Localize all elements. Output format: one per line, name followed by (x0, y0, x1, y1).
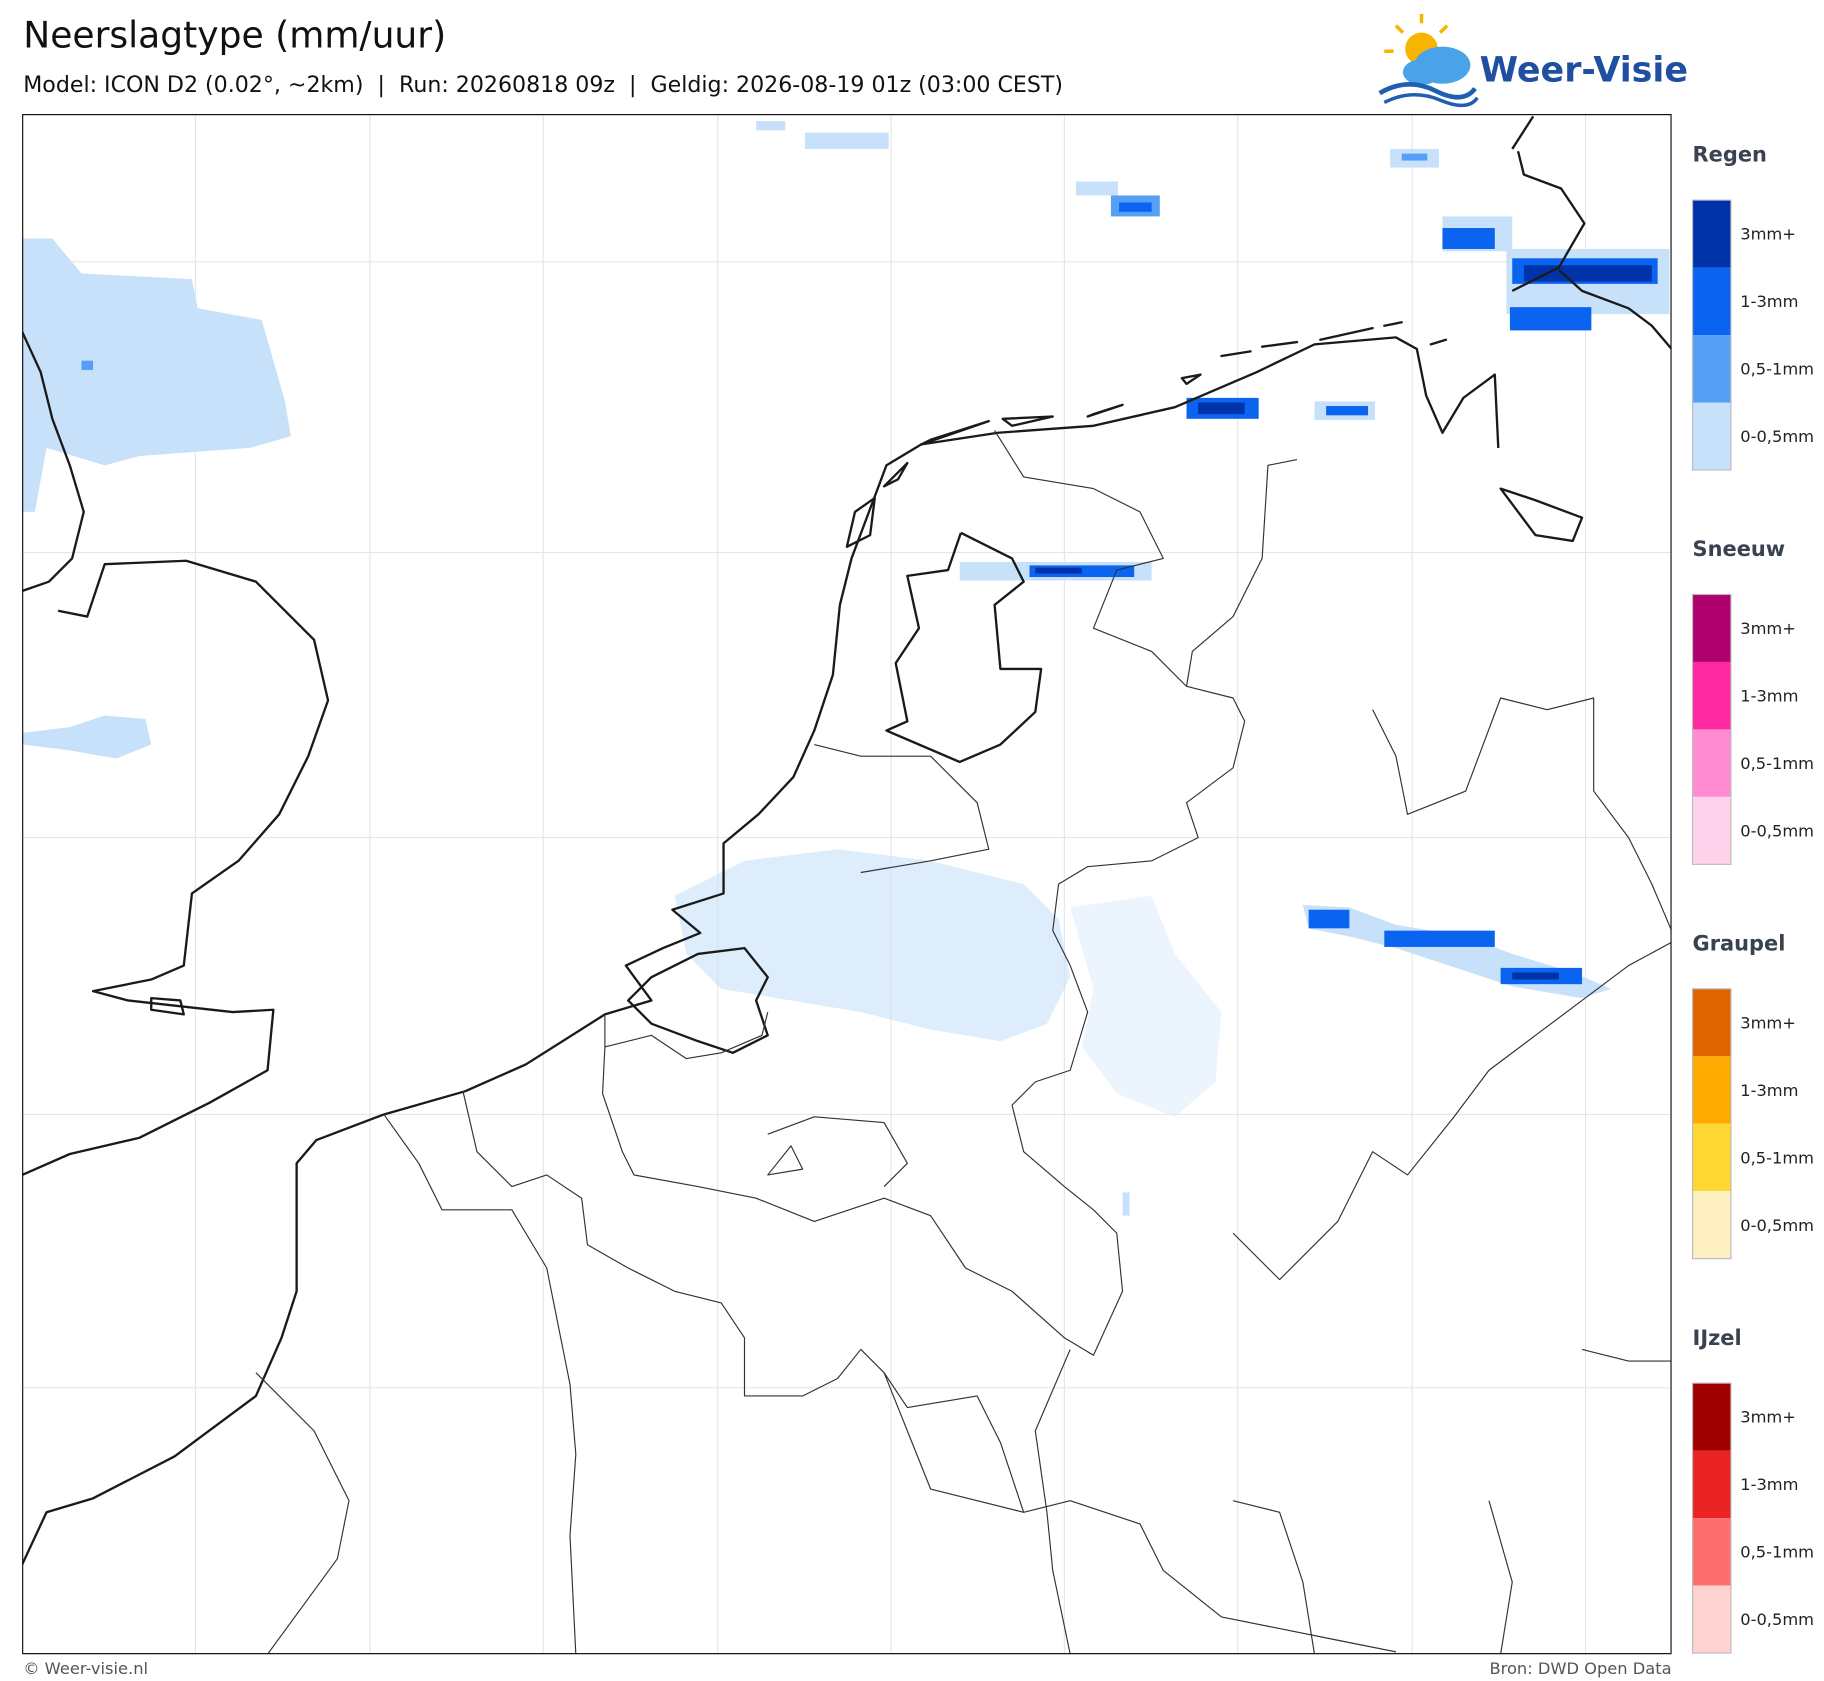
legend-label: 0,5-1mm (1740, 1543, 1814, 1562)
legend-label: 0-0,5mm (1740, 821, 1814, 840)
legend-swatch (1692, 200, 1731, 268)
legend-label: 0,5-1mm (1740, 360, 1814, 379)
legend-label: 0,5-1mm (1740, 754, 1814, 773)
legend-group-title: Regen (1693, 143, 1767, 167)
legend-label: 1-3mm (1740, 292, 1798, 311)
title: Neerslagtype (mm/uur) (23, 15, 446, 57)
logo: Weer-Visie (1378, 13, 1688, 108)
legend-swatch (1692, 988, 1731, 1057)
legend-swatch-frame (1691, 988, 1732, 1260)
legend-swatch (1692, 661, 1731, 730)
subtitle: Model: ICON D2 (0.02°, ~2km) | Run: 2026… (23, 72, 1063, 98)
footer-right: Bron: DWD Open Data (1489, 1659, 1671, 1678)
legend-swatch (1692, 1585, 1731, 1654)
legend-label: 3mm+ (1740, 225, 1796, 244)
legend-group-title: Graupel (1693, 931, 1786, 955)
legend-swatch (1692, 594, 1731, 662)
legend-label: 1-3mm (1740, 1081, 1798, 1100)
precipitation (22, 121, 1670, 1216)
legend-swatch (1692, 267, 1731, 336)
legend-label: 0-0,5mm (1740, 1610, 1814, 1629)
legend-swatch-frame (1691, 593, 1732, 865)
footer-left: © Weer-visie.nl (23, 1659, 148, 1678)
legend-swatch (1692, 1191, 1731, 1259)
logo-text: Weer-Visie (1480, 50, 1688, 90)
legend-group-title: IJzel (1693, 1326, 1742, 1350)
legend-swatch-frame (1691, 1382, 1732, 1654)
legend-swatch (1692, 1056, 1731, 1124)
coastlines (22, 115, 1672, 1566)
borders (255, 430, 1672, 1655)
legend-swatch-frame (1691, 199, 1732, 471)
legend-swatch (1692, 1123, 1731, 1192)
legend-swatch (1692, 796, 1731, 865)
legend-label: 0-0,5mm (1740, 1216, 1814, 1235)
legend-label: 1-3mm (1740, 1475, 1798, 1494)
legend-label: 3mm+ (1740, 1013, 1796, 1032)
legend-label: 3mm+ (1740, 619, 1796, 638)
map (22, 114, 1672, 1655)
legend: Regen 3mm+ 1-3mm 0,5-1mm 0-0,5mm Sneeuw 3mm+ 1-… (1691, 143, 1814, 1654)
legend-swatch (1692, 335, 1731, 403)
legend-label: 0-0,5mm (1740, 427, 1814, 446)
legend-label: 0,5-1mm (1740, 1148, 1814, 1167)
legend-swatch (1692, 402, 1731, 470)
legend-swatch (1692, 1450, 1731, 1519)
legend-swatch (1692, 1383, 1731, 1451)
legend-label: 3mm+ (1740, 1408, 1796, 1427)
legend-swatch (1692, 1518, 1731, 1586)
legend-label: 1-3mm (1740, 686, 1798, 705)
legend-group-title: Sneeuw (1693, 537, 1786, 561)
legend-swatch (1692, 729, 1731, 797)
